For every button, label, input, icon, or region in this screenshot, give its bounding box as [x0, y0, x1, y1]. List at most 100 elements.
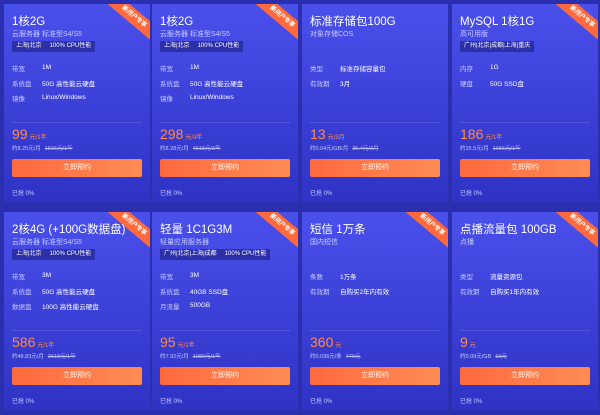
- price-unit: 元: [469, 343, 476, 349]
- sub-price-line: 约7.92元/月 1080元/1年: [160, 352, 221, 360]
- product-card: 新用户专享 1核2G 云服务器 标准型S4/S5 上海|北京 100% CPU性…: [152, 4, 298, 202]
- divider: [310, 330, 440, 331]
- spec-row: 带宽 1M: [160, 60, 290, 75]
- price: 9: [460, 334, 468, 350]
- sub-price-line: 约8.28元/月 4518元/3年: [160, 144, 221, 152]
- per-month-price: 约7.92元/月: [160, 354, 189, 360]
- sold-percent: 已抢 0%: [460, 191, 483, 197]
- card-subtitle: 高可用版: [460, 31, 488, 38]
- new-user-badge: 新用户专享: [101, 4, 150, 46]
- per-month-price: 约15.5元/月: [460, 146, 489, 152]
- sold-percent: 已抢 0%: [460, 399, 483, 405]
- price-line: 298 元/3年: [160, 126, 202, 142]
- reserve-button[interactable]: 立即预约: [310, 159, 440, 177]
- price: 99: [12, 126, 28, 142]
- divider: [160, 122, 290, 123]
- spec-row: 系统盘 50G 高性能云硬盘: [160, 75, 290, 90]
- spec-row: 有效期 3月: [310, 75, 440, 90]
- card-subtitle: 对象存储COS: [310, 31, 354, 38]
- cpu-tag: 100% CPU性能: [197, 43, 240, 49]
- spec-label: 有效期: [310, 288, 330, 296]
- reserve-button[interactable]: 立即预约: [160, 159, 290, 177]
- spec-value: 1M: [190, 64, 200, 71]
- product-card: 新用户专享 1核2G 云服务器 标准型S4/S5 上海|北京 100% CPU性…: [4, 4, 150, 202]
- spec-value: 3M: [190, 272, 200, 279]
- spec-label: 硬盘: [460, 80, 473, 88]
- sold-percent: 已抢 0%: [12, 191, 35, 197]
- per-unit-price: 约0.036元/条: [310, 354, 342, 360]
- spec-label: 有效期: [310, 80, 330, 88]
- cpu-tag: 100% CPU性能: [224, 251, 267, 257]
- price-line: 99 元/1年: [12, 126, 47, 142]
- reserve-button[interactable]: 立即预约: [460, 367, 590, 385]
- spec-label: 带宽: [160, 273, 173, 281]
- region-tag: 上海|北京: [16, 43, 42, 49]
- card-subtitle: 轻量应用服务器: [160, 239, 209, 246]
- spec-row: 有效期 自购买1年内有效: [460, 283, 590, 298]
- new-user-badge: 新用户专享: [399, 212, 448, 254]
- spec-row: 月流量 500GB: [160, 298, 290, 313]
- divider: [12, 122, 142, 123]
- cpu-tag: 100% CPU性能: [49, 43, 92, 49]
- divider: [460, 330, 590, 331]
- spec-row: 镜像 Linux/Windows: [160, 90, 290, 105]
- divider: [12, 330, 142, 331]
- divider: [310, 122, 440, 123]
- spec-label: 内存: [460, 65, 473, 73]
- product-card: 新用户专享 2核4G (+100G数据盘) 云服务器 标准型S4/S5 上海|北…: [4, 212, 150, 410]
- reserve-button[interactable]: 立即预约: [460, 159, 590, 177]
- price-unit: 元/1年: [177, 343, 195, 349]
- new-user-badge: 新用户专享: [249, 212, 298, 254]
- sold-percent: 已抢 0%: [310, 191, 333, 197]
- spec-value: 500GB: [190, 302, 211, 309]
- sub-price-line: 约8.25元/月 1506元/1年: [12, 144, 73, 152]
- new-user-badge: 新用户专享: [549, 4, 598, 46]
- reserve-button[interactable]: 立即预约: [310, 367, 440, 385]
- spec-value: 3月: [340, 80, 351, 88]
- card-title: 标准存储包100G: [310, 16, 396, 28]
- spec-value: 50G 高性能云硬盘: [42, 288, 96, 296]
- price-line: 13 元/3月: [310, 126, 345, 142]
- product-card: 新用户专享 短信 1万条 国内短信 条数 1万条 有效期 自购买2年内有效 36…: [302, 212, 448, 410]
- spec-label: 镜像: [12, 95, 25, 103]
- spec-row: 系统盘 40GB SSD盘: [160, 283, 290, 298]
- price-line: 586 元/1年: [12, 334, 54, 350]
- product-card: 新用户专享 轻量 1C1G3M 轻量应用服务器 广州|北京|上海|成都 100%…: [152, 212, 298, 410]
- new-user-badge: 新用户专享: [549, 212, 598, 254]
- spec-value: 1万条: [340, 273, 357, 281]
- sub-price-line: 约15.5元/月 1656元/1年: [460, 144, 521, 152]
- card-title: 2核4G (+100G数据盘): [12, 224, 126, 236]
- original-price: 35.4元/3月: [352, 146, 379, 152]
- spec-label: 镜像: [160, 95, 173, 103]
- reserve-button[interactable]: 立即预约: [160, 367, 290, 385]
- spec-value: 自购买2年内有效: [340, 288, 390, 296]
- divider: [460, 122, 590, 123]
- card-subtitle: 云服务器 标准型S4/S5: [12, 31, 83, 38]
- price-line: 186 元/1年: [460, 126, 502, 142]
- spec-list: 带宽 3M 系统盘 50G 高性能云硬盘 数据盘 100G 高性能云硬盘: [12, 268, 142, 313]
- region-tags: 上海|北京 100% CPU性能: [12, 249, 96, 260]
- region-tag: 广州|北京|成都|上海|重庆: [464, 43, 531, 49]
- card-title: 短信 1万条: [310, 224, 366, 236]
- spec-list: 带宽 1M 系统盘 50G 高性能云硬盘 镜像 Linux/Windows: [160, 60, 290, 105]
- spec-label: 条数: [310, 273, 323, 281]
- spec-row: 内存 1G: [460, 60, 590, 75]
- product-card: 标准存储包100G 对象存储COS 类型 标准存储容量包 有效期 3月 13 元…: [302, 4, 448, 202]
- product-card: 新用户专享 点播流量包 100GB 点播 类型 流量资源包 有效期 自购买1年内…: [452, 212, 598, 410]
- region-tag: 上海|北京: [164, 43, 190, 49]
- price-line: 9 元: [460, 334, 476, 350]
- reserve-button[interactable]: 立即预约: [12, 159, 142, 177]
- spec-label: 系统盘: [160, 288, 180, 296]
- spec-list: 类型 流量资源包 有效期 自购买1年内有效: [460, 268, 590, 298]
- spec-label: 系统盘: [12, 80, 32, 88]
- original-price: 470元: [345, 354, 361, 360]
- sold-percent: 已抢 0%: [310, 399, 333, 405]
- spec-value: 50G 高性能云硬盘: [190, 80, 244, 88]
- spec-value: 自购买1年内有效: [490, 288, 540, 296]
- spec-label: 月流量: [160, 303, 180, 311]
- price-unit: 元/1年: [485, 135, 503, 141]
- spec-row: 系统盘 50G 高性能云硬盘: [12, 283, 142, 298]
- price-unit: 元: [335, 343, 342, 349]
- reserve-button[interactable]: 立即预约: [12, 367, 142, 385]
- price-line: 360 元: [310, 334, 341, 350]
